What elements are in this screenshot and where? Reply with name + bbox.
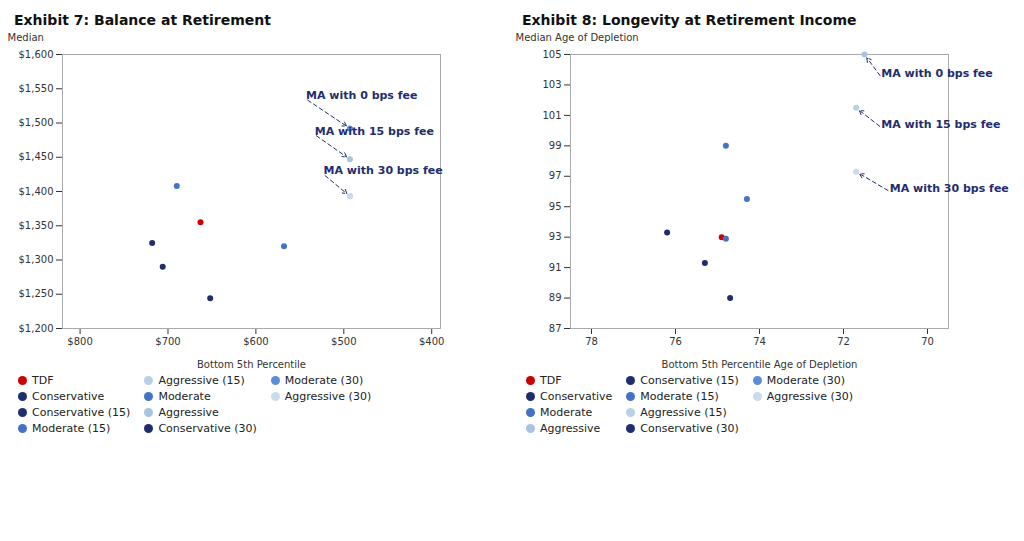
svg-text:101: 101 <box>542 110 561 121</box>
html-text:Conservative (30): Conservative (30) <box>158 422 257 435</box>
svg-text:$1,200: $1,200 <box>19 323 54 334</box>
svg-text:78: 78 <box>585 336 598 347</box>
svg-text:$1,250: $1,250 <box>19 288 54 299</box>
html-text:Conservative (15): Conservative (15) <box>640 374 739 387</box>
svg-text:76: 76 <box>669 336 682 347</box>
svg-text:$600: $600 <box>243 336 268 347</box>
svg-text:74: 74 <box>753 336 766 347</box>
svg-text:$1,550: $1,550 <box>19 83 54 94</box>
svg-text:70: 70 <box>921 336 934 347</box>
html-text:Conservative (15): Conservative (15) <box>32 406 131 419</box>
html-text:Conservative: Conservative <box>540 390 613 403</box>
svg-text:$1,450: $1,450 <box>19 151 54 162</box>
html-text:Moderate (30): Moderate (30) <box>766 374 846 387</box>
html-text:Aggressive (30): Aggressive (30) <box>284 390 372 403</box>
svg-text:72: 72 <box>837 336 850 347</box>
svg-text:$400: $400 <box>419 336 444 347</box>
svg-text:103: 103 <box>542 79 561 90</box>
svg-text:Median: Median <box>8 32 44 43</box>
svg-text:$700: $700 <box>155 336 180 347</box>
svg-text:MA with 0 bps fee: MA with 0 bps fee <box>881 67 992 80</box>
svg-text:91: 91 <box>549 262 562 273</box>
svg-text:97: 97 <box>549 170 562 181</box>
html-text:Moderate (15): Moderate (15) <box>640 390 719 403</box>
svg-text:89: 89 <box>549 292 562 303</box>
svg-text:$800: $800 <box>67 336 92 347</box>
svg-text:$1,350: $1,350 <box>19 220 54 231</box>
svg-text:93: 93 <box>549 231 562 242</box>
svg-text:$1,500: $1,500 <box>19 117 54 128</box>
html-text:Exhibit 8: Longevity at Retire: Exhibit 8: Longevity at Retirement Incom… <box>522 12 857 28</box>
svg-text:MA with 15 bps fee: MA with 15 bps fee <box>315 125 434 138</box>
html-text:Conservative: Conservative <box>32 390 105 403</box>
html-text:Aggressive: Aggressive <box>158 406 219 419</box>
html-text:TDF: TDF <box>32 374 54 387</box>
html-text:Aggressive (30): Aggressive (30) <box>766 390 854 403</box>
html-text:Moderate (30): Moderate (30) <box>284 374 364 387</box>
svg-text:MA with 0 bps fee: MA with 0 bps fee <box>306 89 417 102</box>
svg-text:$1,300: $1,300 <box>19 254 54 265</box>
html-text:Moderate: Moderate <box>540 406 593 419</box>
svg-text:Bottom 5th Percentile Age of D: Bottom 5th Percentile Age of Depletion <box>662 359 858 370</box>
svg-text:95: 95 <box>549 201 562 212</box>
svg-text:105: 105 <box>542 49 561 60</box>
svg-text:99: 99 <box>549 140 562 151</box>
svg-text:$500: $500 <box>331 336 356 347</box>
html-text:Aggressive: Aggressive <box>540 422 601 435</box>
svg-text:MA with 15 bps fee: MA with 15 bps fee <box>881 118 1000 131</box>
svg-text:Median Age of Depletion: Median Age of Depletion <box>516 32 639 43</box>
svg-text:$1,600: $1,600 <box>19 49 54 60</box>
svg-text:Bottom 5th Percentile: Bottom 5th Percentile <box>197 359 306 370</box>
html-text:TDF: TDF <box>540 374 562 387</box>
svg-text:$1,400: $1,400 <box>19 186 54 197</box>
svg-text:87: 87 <box>549 323 562 334</box>
html-text:Moderate: Moderate <box>158 390 211 403</box>
svg-text:MA with 30 bps fee: MA with 30 bps fee <box>890 182 1009 195</box>
html-text:Moderate (15): Moderate (15) <box>32 422 111 435</box>
html-text:Aggressive (15): Aggressive (15) <box>158 374 245 387</box>
svg-text:MA with 30 bps fee: MA with 30 bps fee <box>324 164 443 177</box>
html-text:Aggressive (15): Aggressive (15) <box>640 406 727 419</box>
html-text:Exhibit 7: Balance at Retireme: Exhibit 7: Balance at Retirement <box>14 12 271 28</box>
html-text:Conservative (30): Conservative (30) <box>640 422 739 435</box>
